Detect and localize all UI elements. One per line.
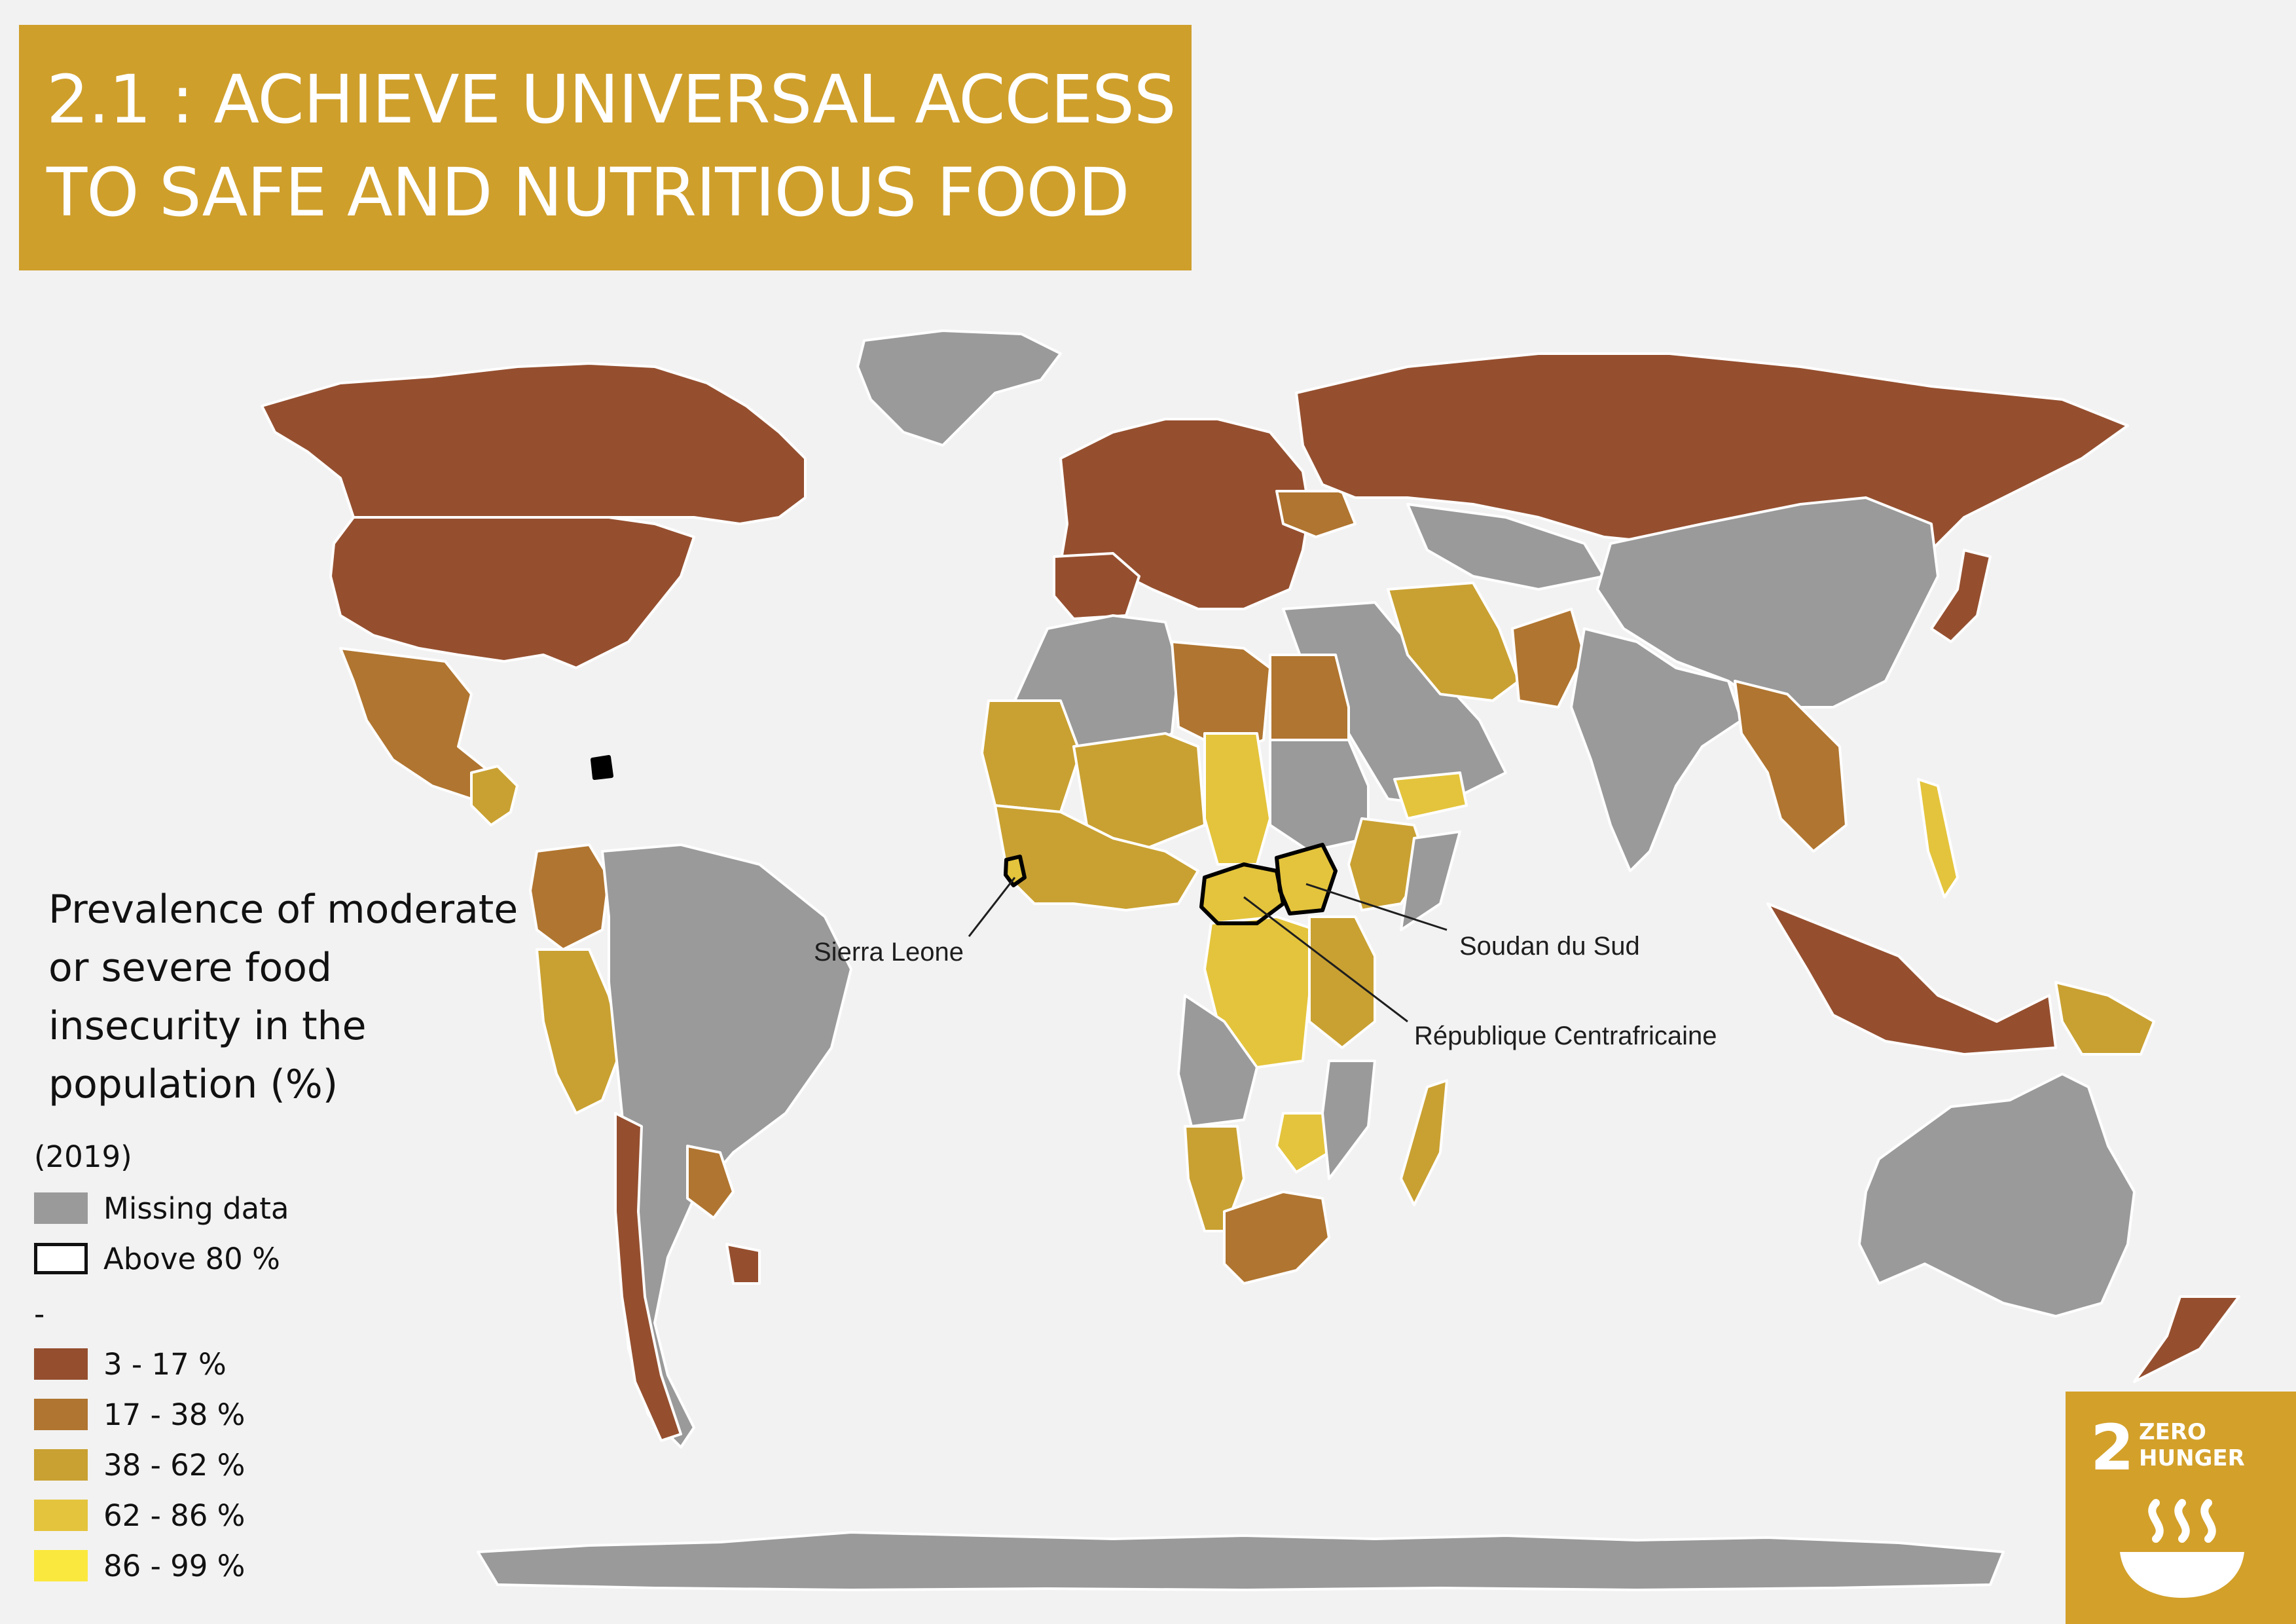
region-chad (1203, 732, 1271, 866)
region-angola (1177, 994, 1258, 1128)
legend-title-line: population (%) (48, 1061, 338, 1107)
legend-row-class-1: 3 - 17 % (34, 1346, 227, 1382)
region-antarctica (477, 1531, 2005, 1591)
region-papua-new-guinea (2054, 981, 2155, 1056)
region-drc (1203, 915, 1317, 1069)
legend-label-class-5: 86 - 99 % (103, 1548, 246, 1583)
outline-haiti (591, 755, 613, 780)
region-iberia (1053, 552, 1140, 620)
outline-car (1199, 862, 1285, 925)
region-canada (261, 362, 807, 525)
region-mexico (339, 647, 492, 800)
callout-sierra-leone: Sierra Leone (814, 938, 964, 967)
region-new-zealand (2133, 1295, 2240, 1383)
region-brazil (601, 843, 852, 1449)
legend-row-class-5: 86 - 99 % (34, 1547, 245, 1584)
soup-bowl-icon (2120, 1499, 2244, 1598)
legend-swatch-class-4 (34, 1500, 88, 1531)
outline-south-sudan (1275, 843, 1338, 915)
legend-row-class-4: 62 - 86 % (34, 1497, 245, 1534)
region-philippines (1917, 778, 1959, 898)
region-ukraine (1275, 490, 1357, 538)
legend-row-above: Above 80 % (34, 1240, 280, 1277)
legend-swatch-class-1 (34, 1348, 88, 1380)
title-banner: 2.1 : ACHIEVE UNIVERSAL ACCESS TO SAFE A… (19, 25, 1192, 270)
region-peru (536, 948, 623, 1115)
region-madagascar (1400, 1079, 1448, 1206)
leader-sierra-leone (968, 877, 1016, 937)
region-mali (981, 699, 1082, 813)
legend-swatch-missing (34, 1192, 88, 1224)
title-line-1: 2.1 : ACHIEVE UNIVERSAL ACCESS (46, 61, 1176, 139)
region-india (1570, 627, 1743, 872)
region-indonesia (1766, 902, 2057, 1056)
region-pakistan (1511, 608, 1586, 709)
region-colombia (529, 843, 610, 951)
sdg-badge: 2 ZERO HUNGER (2066, 1392, 2296, 1624)
region-central-america (470, 765, 519, 826)
region-mozambique (1321, 1060, 1376, 1180)
title-line-2: TO SAFE AND NUTRITIOUS FOOD (46, 154, 1130, 232)
region-yemen (1393, 771, 1468, 820)
region-sudan (1269, 739, 1370, 853)
legend-label-above: Above 80 % (103, 1241, 280, 1276)
region-iran (1387, 581, 1520, 702)
region-greenland (856, 329, 1062, 447)
callout-south-sudan: Soudan du Sud (1459, 932, 1640, 961)
region-kazakhstan (1406, 503, 1605, 591)
legend-row-class-3: 38 - 62 % (34, 1447, 245, 1483)
region-egypt (1269, 654, 1350, 741)
sdg-number: 2 (2090, 1411, 2134, 1485)
legend-label-missing: Missing data (103, 1190, 289, 1226)
legend-label-class-4: 62 - 86 % (103, 1498, 246, 1533)
legend-row-missing: Missing data (34, 1190, 289, 1227)
outline-sierra-leone (1004, 855, 1027, 887)
sdg-goal-name: ZERO HUNGER (2139, 1419, 2245, 1471)
legend-title-line: or severe food (48, 945, 333, 991)
legend-title: Prevalence of moderate or severe food in… (48, 881, 546, 1114)
callout-car: République Centrafricaine (1414, 1022, 1717, 1050)
legend-swatch-class-3 (34, 1449, 88, 1481)
legend-title-line: insecurity in the (48, 1003, 367, 1049)
legend-title-line: Prevalence of moderate (48, 887, 519, 932)
legend-label-class-1: 3 - 17 % (103, 1346, 227, 1382)
region-uruguay (725, 1243, 761, 1285)
leader-car (1243, 896, 1408, 1023)
region-china (1596, 496, 1939, 709)
leader-south-sudan (1305, 883, 1448, 931)
region-southeast-asia (1734, 680, 1848, 853)
region-usa (329, 516, 695, 669)
legend-label-class-3: 38 - 62 % (103, 1447, 246, 1483)
sdg-goal-line-2: HUNGER (2139, 1445, 2245, 1471)
legend-year: (2019) (34, 1139, 132, 1174)
region-chile (614, 1112, 682, 1442)
legend-dash: - (34, 1297, 45, 1331)
legend-label-class-2: 17 - 38 % (103, 1397, 246, 1432)
region-south-africa (1223, 1190, 1330, 1285)
legend-swatch-class-5 (34, 1550, 88, 1581)
sdg-goal-line-1: ZERO (2139, 1419, 2206, 1445)
legend-row-class-2: 17 - 38 % (34, 1396, 245, 1433)
region-east-africa (1308, 915, 1376, 1049)
region-west-africa (994, 804, 1199, 912)
region-libya (1171, 640, 1271, 754)
region-australia (1858, 1073, 2136, 1318)
region-paraguay (686, 1145, 735, 1219)
region-japan (1930, 549, 1992, 643)
region-zimbabwe (1275, 1112, 1330, 1173)
region-horn (1400, 830, 1461, 931)
legend-swatch-above (34, 1243, 88, 1274)
legend-swatch-class-2 (34, 1399, 88, 1430)
